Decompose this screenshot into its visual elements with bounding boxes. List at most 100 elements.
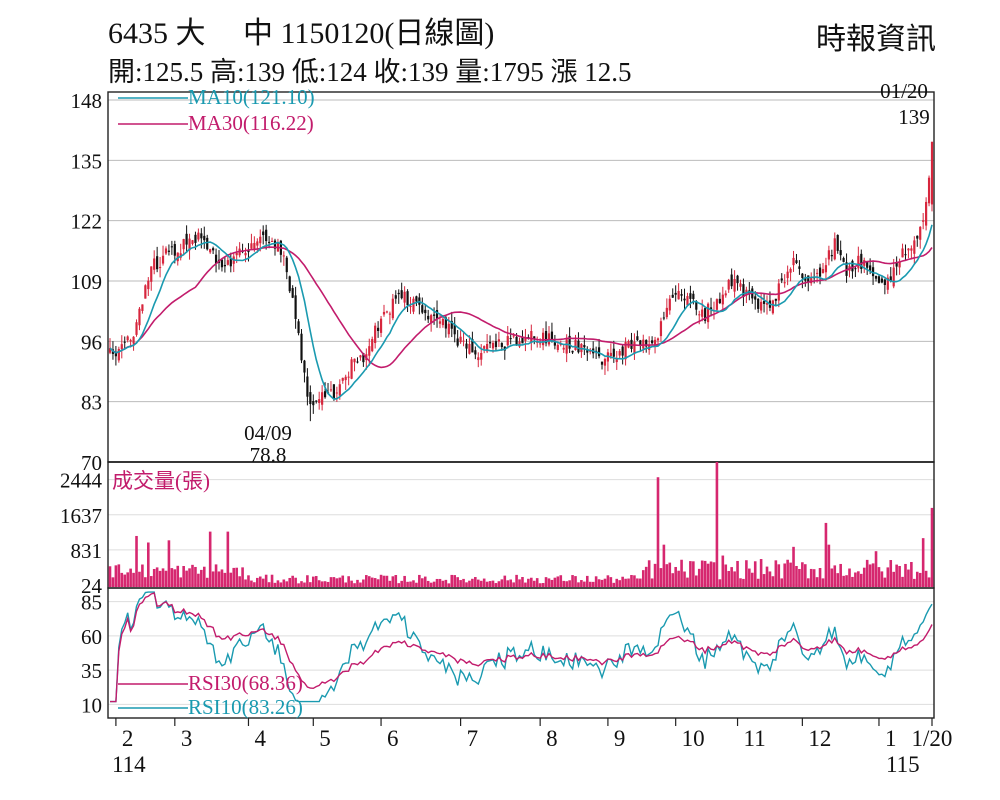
volume-bar <box>568 580 571 587</box>
candle-body <box>730 274 733 287</box>
candle-body <box>780 278 783 281</box>
volume-bar <box>403 575 406 587</box>
volume-bar <box>674 566 677 587</box>
candle-body <box>226 260 229 265</box>
candle-body <box>636 336 639 341</box>
volume-bar <box>170 568 174 587</box>
candle-body <box>388 313 391 315</box>
candle-body <box>267 241 271 243</box>
candle-body <box>488 341 492 344</box>
volume-bar <box>650 578 654 587</box>
candle-body <box>444 317 447 329</box>
volume-bar <box>397 583 401 587</box>
axis-labels: 148135122109968370244416378312485603510M… <box>60 79 952 777</box>
volume-bar <box>636 578 639 587</box>
volume-bar <box>421 578 424 587</box>
candle-body <box>315 400 318 402</box>
volume-bar <box>388 580 392 587</box>
volume-bar <box>724 564 728 587</box>
candle-body <box>603 358 607 366</box>
volume-bar <box>809 568 813 587</box>
volume-bar <box>152 568 156 587</box>
candle-body <box>706 303 710 323</box>
candle-body <box>282 255 285 257</box>
candle-body <box>256 241 259 246</box>
candle-body <box>144 285 147 299</box>
candle-body <box>550 331 554 342</box>
grid-lines <box>108 99 934 705</box>
candle-body <box>842 258 845 262</box>
candle-body <box>294 295 297 319</box>
volume-bar <box>141 564 144 587</box>
volume-bar <box>541 583 545 587</box>
candle-body <box>153 258 156 270</box>
candle-body <box>895 262 898 267</box>
volume-bar <box>712 562 716 587</box>
candle-body <box>329 389 333 391</box>
volume-bar <box>733 571 736 587</box>
volume-bar <box>108 566 112 587</box>
volume-bar <box>453 575 457 587</box>
volume-bar <box>845 575 848 587</box>
volume-bar <box>220 569 224 587</box>
volume-bar <box>892 571 895 587</box>
volume-bar <box>253 582 256 587</box>
candle-body <box>736 275 739 284</box>
candle-body <box>156 256 159 270</box>
candle-body <box>815 272 819 274</box>
candle-body <box>150 266 153 282</box>
volume-bar <box>848 568 851 587</box>
volume-bar <box>538 583 542 587</box>
candle-body <box>907 248 910 251</box>
candle-body <box>191 240 194 244</box>
volume-bar <box>300 581 303 587</box>
volume-bar <box>641 570 645 587</box>
candle-body <box>869 265 872 271</box>
candle-body <box>883 279 886 285</box>
volume-bar <box>217 571 221 587</box>
rsi-tick-label: 35 <box>81 659 102 683</box>
candle-body <box>200 233 203 239</box>
candle-body <box>877 276 881 283</box>
month-label: 9 <box>614 726 626 751</box>
candle-body <box>760 301 763 311</box>
candle-body <box>435 310 439 320</box>
candle-body <box>533 336 536 340</box>
volume-bar <box>756 578 760 587</box>
volume-bar <box>889 560 893 587</box>
volume-tick-label: 1637 <box>60 504 102 528</box>
candle-body <box>574 339 577 351</box>
candle-body <box>362 353 365 363</box>
candle-body <box>335 392 338 394</box>
volume-bar <box>597 579 601 587</box>
volume-bar <box>111 577 115 587</box>
volume-bar <box>774 560 778 587</box>
volume-bar <box>786 559 789 587</box>
candle-body <box>659 321 663 337</box>
volume-bar <box>839 563 842 587</box>
candle-body <box>244 252 247 256</box>
candle-body <box>132 336 135 344</box>
candle-body <box>656 338 660 341</box>
volume-bar <box>132 572 135 587</box>
volume-bar <box>859 573 863 587</box>
candle-body <box>309 392 312 405</box>
volume-bar <box>450 574 454 587</box>
month-label: 5 <box>319 726 331 751</box>
volume-bar <box>500 579 504 587</box>
candle-body <box>138 308 141 326</box>
candle-body <box>250 243 253 249</box>
volume-bar <box>409 581 412 587</box>
volume-bar <box>465 582 468 587</box>
volume-bar <box>161 568 165 587</box>
volume-bar <box>238 576 241 587</box>
volume-bar <box>768 571 772 587</box>
volume-bar <box>624 578 627 587</box>
volume-bar <box>700 560 704 587</box>
volume-bar <box>924 570 928 587</box>
volume-bar <box>588 581 592 587</box>
volume-bar <box>379 574 383 587</box>
month-label: 1/20 <box>912 726 953 751</box>
candle-body <box>762 300 766 304</box>
volume-bar <box>373 578 377 587</box>
